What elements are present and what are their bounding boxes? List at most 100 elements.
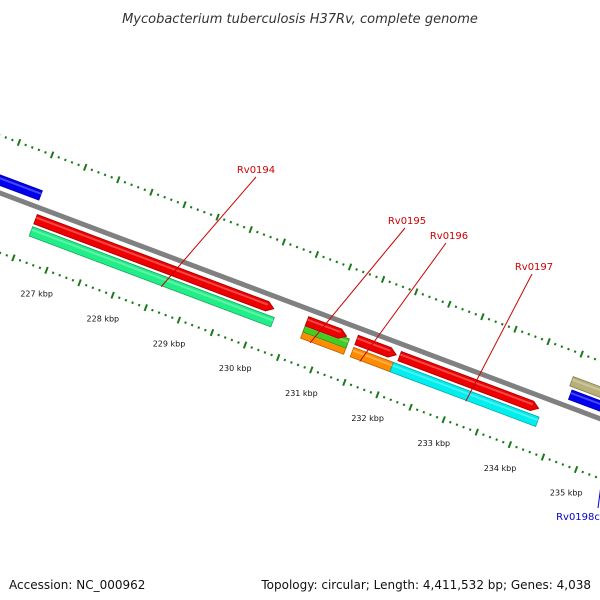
tick-mark-outer [593, 357, 597, 361]
tick-mark-outer [16, 138, 22, 147]
tick-mark-outer [123, 180, 127, 184]
tick-mark-outer [573, 350, 577, 353]
gene-feature-red-4[interactable] [397, 350, 540, 412]
tick-mark-outer [513, 325, 518, 333]
gene-feature-green-1[interactable] [28, 226, 275, 328]
tick-mark-inner [323, 373, 326, 377]
tick-mark-outer [302, 248, 305, 251]
tick-mark-inner [204, 328, 207, 332]
tick-mark-inner [44, 266, 49, 274]
tick-mark-inner [290, 361, 293, 364]
axis-tick-label: 235 kbp [550, 489, 583, 498]
gene-label-rv0194[interactable]: Rv0194 [237, 165, 275, 176]
gene-feature-blue-right[interactable] [567, 389, 600, 423]
accession-text: Accession: NC_000962 [9, 578, 146, 592]
tick-mark-outer [467, 310, 471, 314]
tick-mark-inner [429, 413, 432, 417]
tick-mark-outer [281, 238, 286, 246]
tick-mark-outer [203, 210, 206, 214]
tick-mark-inner [230, 338, 234, 342]
tick-mark-outer [342, 263, 345, 266]
tick-mark-outer [534, 335, 537, 339]
tick-mark-outer [335, 260, 339, 264]
tick-mark-inner [356, 385, 359, 389]
tick-mark-outer [256, 230, 259, 234]
axis-tick-label: 229 kbp [153, 339, 186, 348]
gene-feature-red-1[interactable] [33, 213, 275, 312]
tick-mark-outer [295, 245, 299, 249]
tick-mark-inner [521, 448, 525, 451]
tick-mark-inner [535, 453, 538, 456]
tick-mark-outer [527, 332, 531, 336]
tick-mark-inner [482, 433, 485, 437]
tick-mark-inner [91, 286, 95, 290]
tick-mark-outer [248, 225, 253, 234]
tick-mark-outer [215, 213, 220, 221]
tick-mark-inner [515, 445, 518, 449]
tick-mark-inner [58, 273, 62, 277]
tick-mark-outer [110, 175, 114, 179]
tick-mark-inner [0, 251, 2, 255]
tick-mark-outer [289, 243, 292, 246]
tick-mark-outer [83, 163, 88, 171]
tick-mark-outer [480, 313, 485, 321]
tick-mark-outer [222, 218, 226, 222]
tick-mark-inner [151, 308, 154, 312]
tick-mark-outer [229, 220, 233, 224]
tick-mark-inner [548, 458, 551, 461]
tick-mark-outer [30, 146, 34, 149]
tick-mark-inner [415, 408, 419, 412]
gene-label-rv0197[interactable]: Rv0197 [515, 262, 553, 273]
axis-tick-label: 227 kbp [20, 290, 53, 299]
tick-mark-outer [567, 347, 570, 351]
tick-mark-inner [157, 311, 161, 315]
tick-mark-outer [328, 258, 332, 261]
tick-mark-outer [49, 151, 55, 159]
gene-label-rv0195[interactable]: Rv0195 [388, 216, 426, 227]
tick-mark-inner [296, 363, 300, 367]
tick-mark-outer [262, 233, 266, 236]
tick-mark-outer [242, 225, 246, 229]
tick-mark-inner [164, 313, 167, 317]
tick-mark-outer [116, 176, 121, 184]
tick-mark-outer [90, 168, 94, 172]
tick-mark-outer [77, 163, 80, 167]
tick-mark-inner [507, 440, 513, 449]
tick-mark-outer [447, 300, 452, 308]
gene-feature-red-3[interactable] [354, 334, 397, 358]
tick-mark-inner [336, 378, 340, 382]
gene-leader-line [359, 242, 447, 362]
tick-mark-inner [270, 353, 273, 357]
gene-feature-khaki-right[interactable] [569, 376, 600, 411]
axis-tick-label: 233 kbp [418, 439, 451, 448]
tick-mark-outer [546, 338, 551, 346]
tick-mark-inner [38, 266, 42, 270]
tick-mark-outer [428, 295, 431, 299]
tick-mark-inner [250, 346, 254, 349]
tick-mark-inner [561, 463, 565, 466]
tick-mark-inner [51, 271, 55, 275]
tick-mark-inner [448, 420, 452, 424]
tick-mark-outer [388, 280, 392, 284]
tick-mark-inner [309, 366, 314, 374]
tick-mark-outer [182, 201, 187, 209]
gene-feature-red-2[interactable] [304, 316, 348, 339]
tick-mark-outer [64, 158, 67, 162]
tick-mark-inner [143, 304, 148, 312]
genome-summary-text: Topology: circular; Length: 4,411,532 bp… [261, 578, 591, 592]
gene-feature-highlight [352, 349, 393, 367]
gene-feature-cyan-1[interactable] [389, 361, 540, 428]
tick-mark-outer [11, 138, 14, 142]
tick-mark-inner [242, 341, 248, 349]
gene-label-rv0196[interactable]: Rv0196 [430, 231, 468, 242]
tick-mark-outer [454, 305, 458, 309]
tick-mark-inner [501, 440, 505, 444]
tick-mark-inner [303, 366, 306, 369]
tick-mark-inner [11, 254, 16, 262]
tick-mark-inner [117, 296, 121, 300]
gene-feature-blue-left[interactable] [0, 160, 43, 201]
tick-mark-inner [98, 288, 101, 292]
gene-label-rv0198c[interactable]: Rv0198c [556, 512, 600, 523]
tick-mark-inner [84, 283, 88, 287]
